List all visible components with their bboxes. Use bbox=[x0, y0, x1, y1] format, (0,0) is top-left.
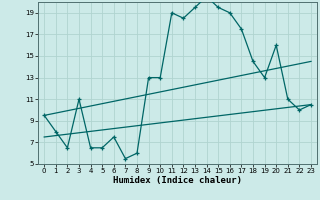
X-axis label: Humidex (Indice chaleur): Humidex (Indice chaleur) bbox=[113, 176, 242, 185]
